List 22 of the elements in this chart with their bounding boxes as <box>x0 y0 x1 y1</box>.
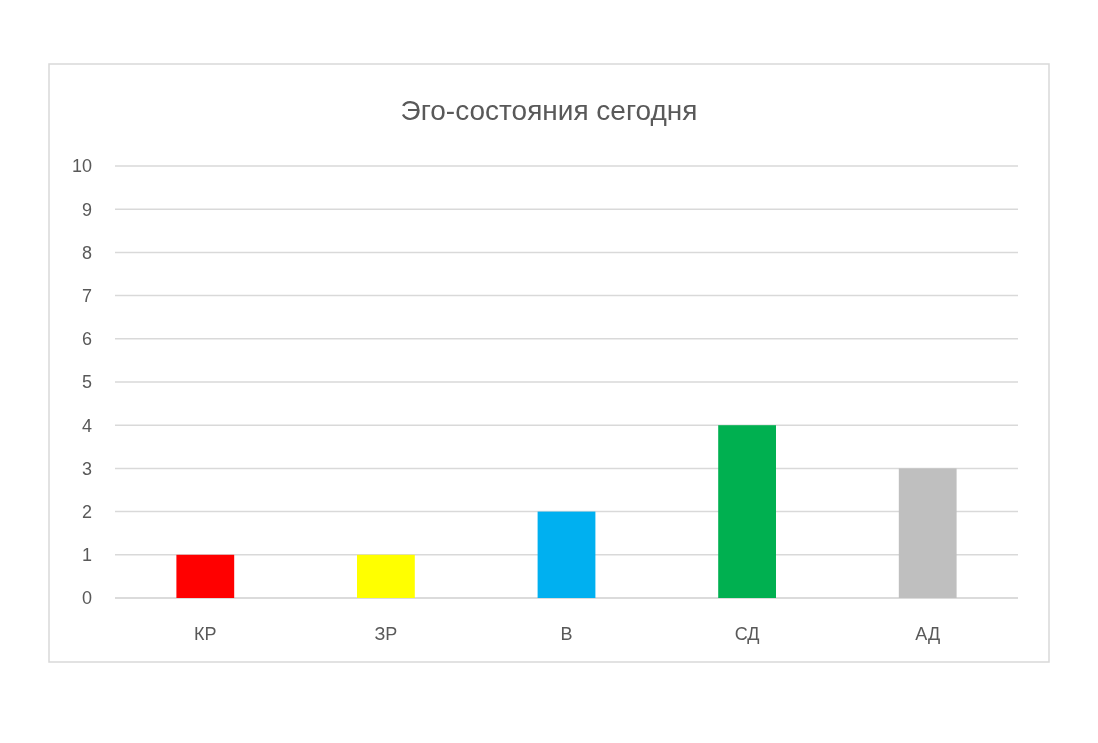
x-tick-label: ЗР <box>374 624 398 644</box>
y-tick-label: 3 <box>81 458 92 479</box>
y-tick-label: 10 <box>71 156 92 177</box>
y-tick-label: 0 <box>81 588 92 609</box>
chart-title: Эго-состояния сегодня <box>400 95 698 126</box>
y-tick-label: 7 <box>81 285 92 306</box>
bar <box>537 511 596 598</box>
bar <box>176 554 235 598</box>
y-tick-label: 5 <box>81 372 92 393</box>
y-tick-label: 4 <box>81 415 92 436</box>
x-tick-label: КР <box>194 624 217 644</box>
x-tick-label: В <box>560 624 573 644</box>
y-tick-label: 8 <box>81 242 92 263</box>
bar <box>898 468 957 598</box>
bar <box>357 554 415 598</box>
y-tick-label: 9 <box>81 199 92 220</box>
y-tick-label: 6 <box>81 329 92 350</box>
bar <box>718 425 776 598</box>
y-tick-label: 2 <box>81 501 92 522</box>
x-tick-label: СД <box>734 624 760 644</box>
x-tick-label: АД <box>915 624 941 644</box>
y-tick-label: 1 <box>81 545 92 566</box>
